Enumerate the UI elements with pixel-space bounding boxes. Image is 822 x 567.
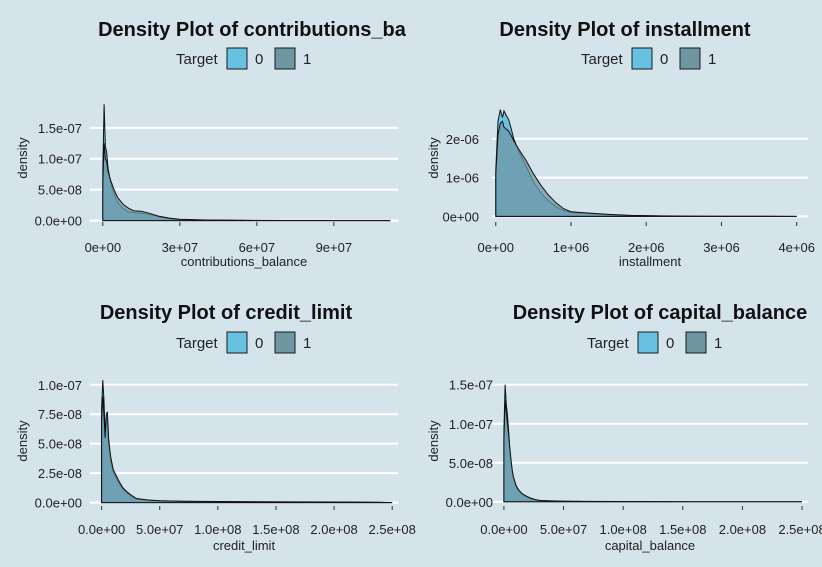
x-tick-label: 2.5e+08 [778,522,822,537]
x-tick-label: 3e+07 [162,240,199,255]
x-tick-label: 2.0e+08 [310,522,357,537]
density-area-target-1 [503,400,802,503]
y-tick-label: 1.5e-07 [38,121,82,136]
legend: Target 0 1 [176,47,311,70]
legend-key-0 [631,47,653,70]
x-tick-label: 3e+06 [703,240,740,255]
chart-title: Density Plot of capital_balance [513,302,808,324]
y-tick-label: 0e+00 [442,209,479,224]
y-tick-label: 5.0e-08 [38,183,82,198]
legend-key-0 [226,47,248,70]
x-tick-label: 0.0e+00 [78,522,125,537]
y-axis-label: density [15,420,30,462]
x-tick-label: 4e+06 [778,240,815,255]
x-axis-label: credit_limit [213,538,276,553]
x-tick-label: 1.0e+08 [194,522,241,537]
x-tick-label: 2e+06 [628,240,665,255]
legend-label-1: 1 [303,335,311,352]
legend-key-1 [274,331,296,354]
legend-label-0: 0 [255,51,263,68]
y-tick-label: 0.0e+00 [35,496,82,511]
legend-key-0 [226,331,248,354]
legend-title: Target [581,51,624,68]
y-tick-label: 5.0e-08 [38,437,82,452]
legend-label-1: 1 [714,335,722,352]
chart-panel-1: Density Plot of contributions_ba Target 0 1… [15,19,407,269]
y-axis-label: density [15,137,30,179]
density-area-target-1 [495,120,797,217]
x-tick-label: 0.0e+00 [480,522,527,537]
density-area-target-0 [503,384,802,503]
legend-label-0: 0 [660,51,668,68]
y-axis-label: density [426,137,441,179]
chart-panel-4: Density Plot of capital_balance Target 0 1 0… [426,302,822,553]
legend-label-0: 0 [666,335,674,352]
chart-title: Density Plot of installment [499,19,750,41]
legend-title: Target [176,51,219,68]
x-tick-label: 0e+00 [85,240,122,255]
x-tick-label: 6e+07 [239,240,276,255]
legend-key-1 [274,47,296,70]
legend-key-1 [679,47,701,70]
y-tick-label: 7.5e-08 [38,407,82,422]
legend: Target 0 1 [587,331,722,354]
legend: Target 0 1 [176,331,311,354]
y-tick-label: 0.0e+00 [446,495,493,510]
chart-panel-3: Density Plot of credit_limit Target 0 1 0.0e… [15,302,416,553]
x-tick-label: 1.5e+08 [252,522,299,537]
x-tick-label: 5.0e+07 [136,522,183,537]
y-tick-label: 1.5e-07 [449,378,493,393]
legend-label-0: 0 [255,335,263,352]
density-area-target-0 [101,380,393,504]
density-area-target-1 [102,143,391,222]
y-tick-label: 1.0e-07 [449,417,493,432]
y-tick-label: 1.0e-07 [38,378,82,393]
legend-title: Target [587,335,630,352]
legend-key-1 [685,331,707,354]
density-area-target-0 [102,104,391,222]
x-tick-label: 2.0e+08 [719,522,766,537]
chart-panel-2: Density Plot of installment Target 0 1 0e+00… [426,19,815,269]
x-axis-label: contributions_balance [181,254,307,269]
x-tick-label: 1e+06 [553,240,590,255]
legend-key-0 [637,331,659,354]
x-tick-label: 0e+00 [478,240,515,255]
x-tick-label: 9e+07 [316,240,353,255]
y-tick-label: 2.5e-08 [38,466,82,481]
density-area-target-1 [101,396,393,504]
y-tick-label: 1e-06 [446,171,479,186]
y-tick-label: 0.0e+00 [35,214,82,229]
x-tick-label: 5.0e+07 [540,522,587,537]
legend-title: Target [176,335,219,352]
x-axis-label: installment [619,254,682,269]
legend-label-1: 1 [303,51,311,68]
x-tick-label: 2.5e+08 [369,522,416,537]
y-tick-label: 1.0e-07 [38,152,82,167]
y-tick-label: 5.0e-08 [449,456,493,471]
legend-label-1: 1 [708,51,716,68]
x-tick-label: 1.5e+08 [659,522,706,537]
chart-title: Density Plot of contributions_ba [98,19,407,41]
chart-title: Density Plot of credit_limit [100,302,353,324]
legend: Target 0 1 [581,47,716,70]
y-axis-label: density [426,420,441,462]
x-axis-label: capital_balance [605,538,695,553]
y-tick-label: 2e-06 [446,132,479,147]
x-tick-label: 1.0e+08 [599,522,646,537]
